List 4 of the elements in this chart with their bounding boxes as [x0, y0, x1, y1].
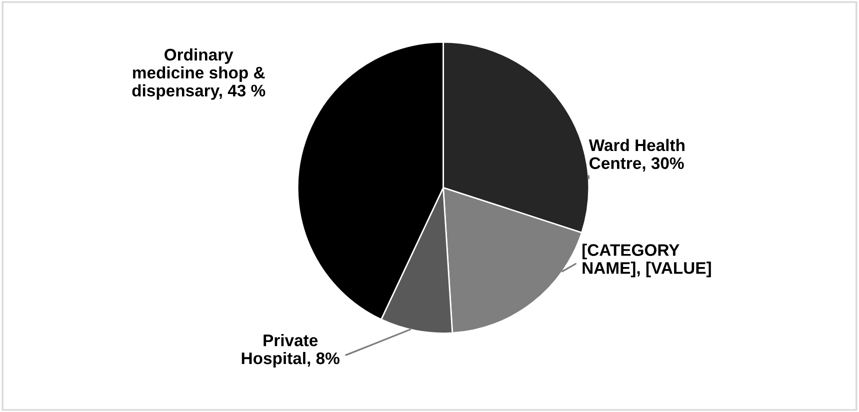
- slice-label: [CATEGORY NAME], [VALUE]: [582, 244, 711, 278]
- slice-label: Private Hospital, 8%: [242, 334, 340, 368]
- slice-label: Ordinary medicine shop & dispensary, 43 %: [132, 48, 266, 100]
- slice-label: Ward Health Centre, 30%: [588, 138, 684, 172]
